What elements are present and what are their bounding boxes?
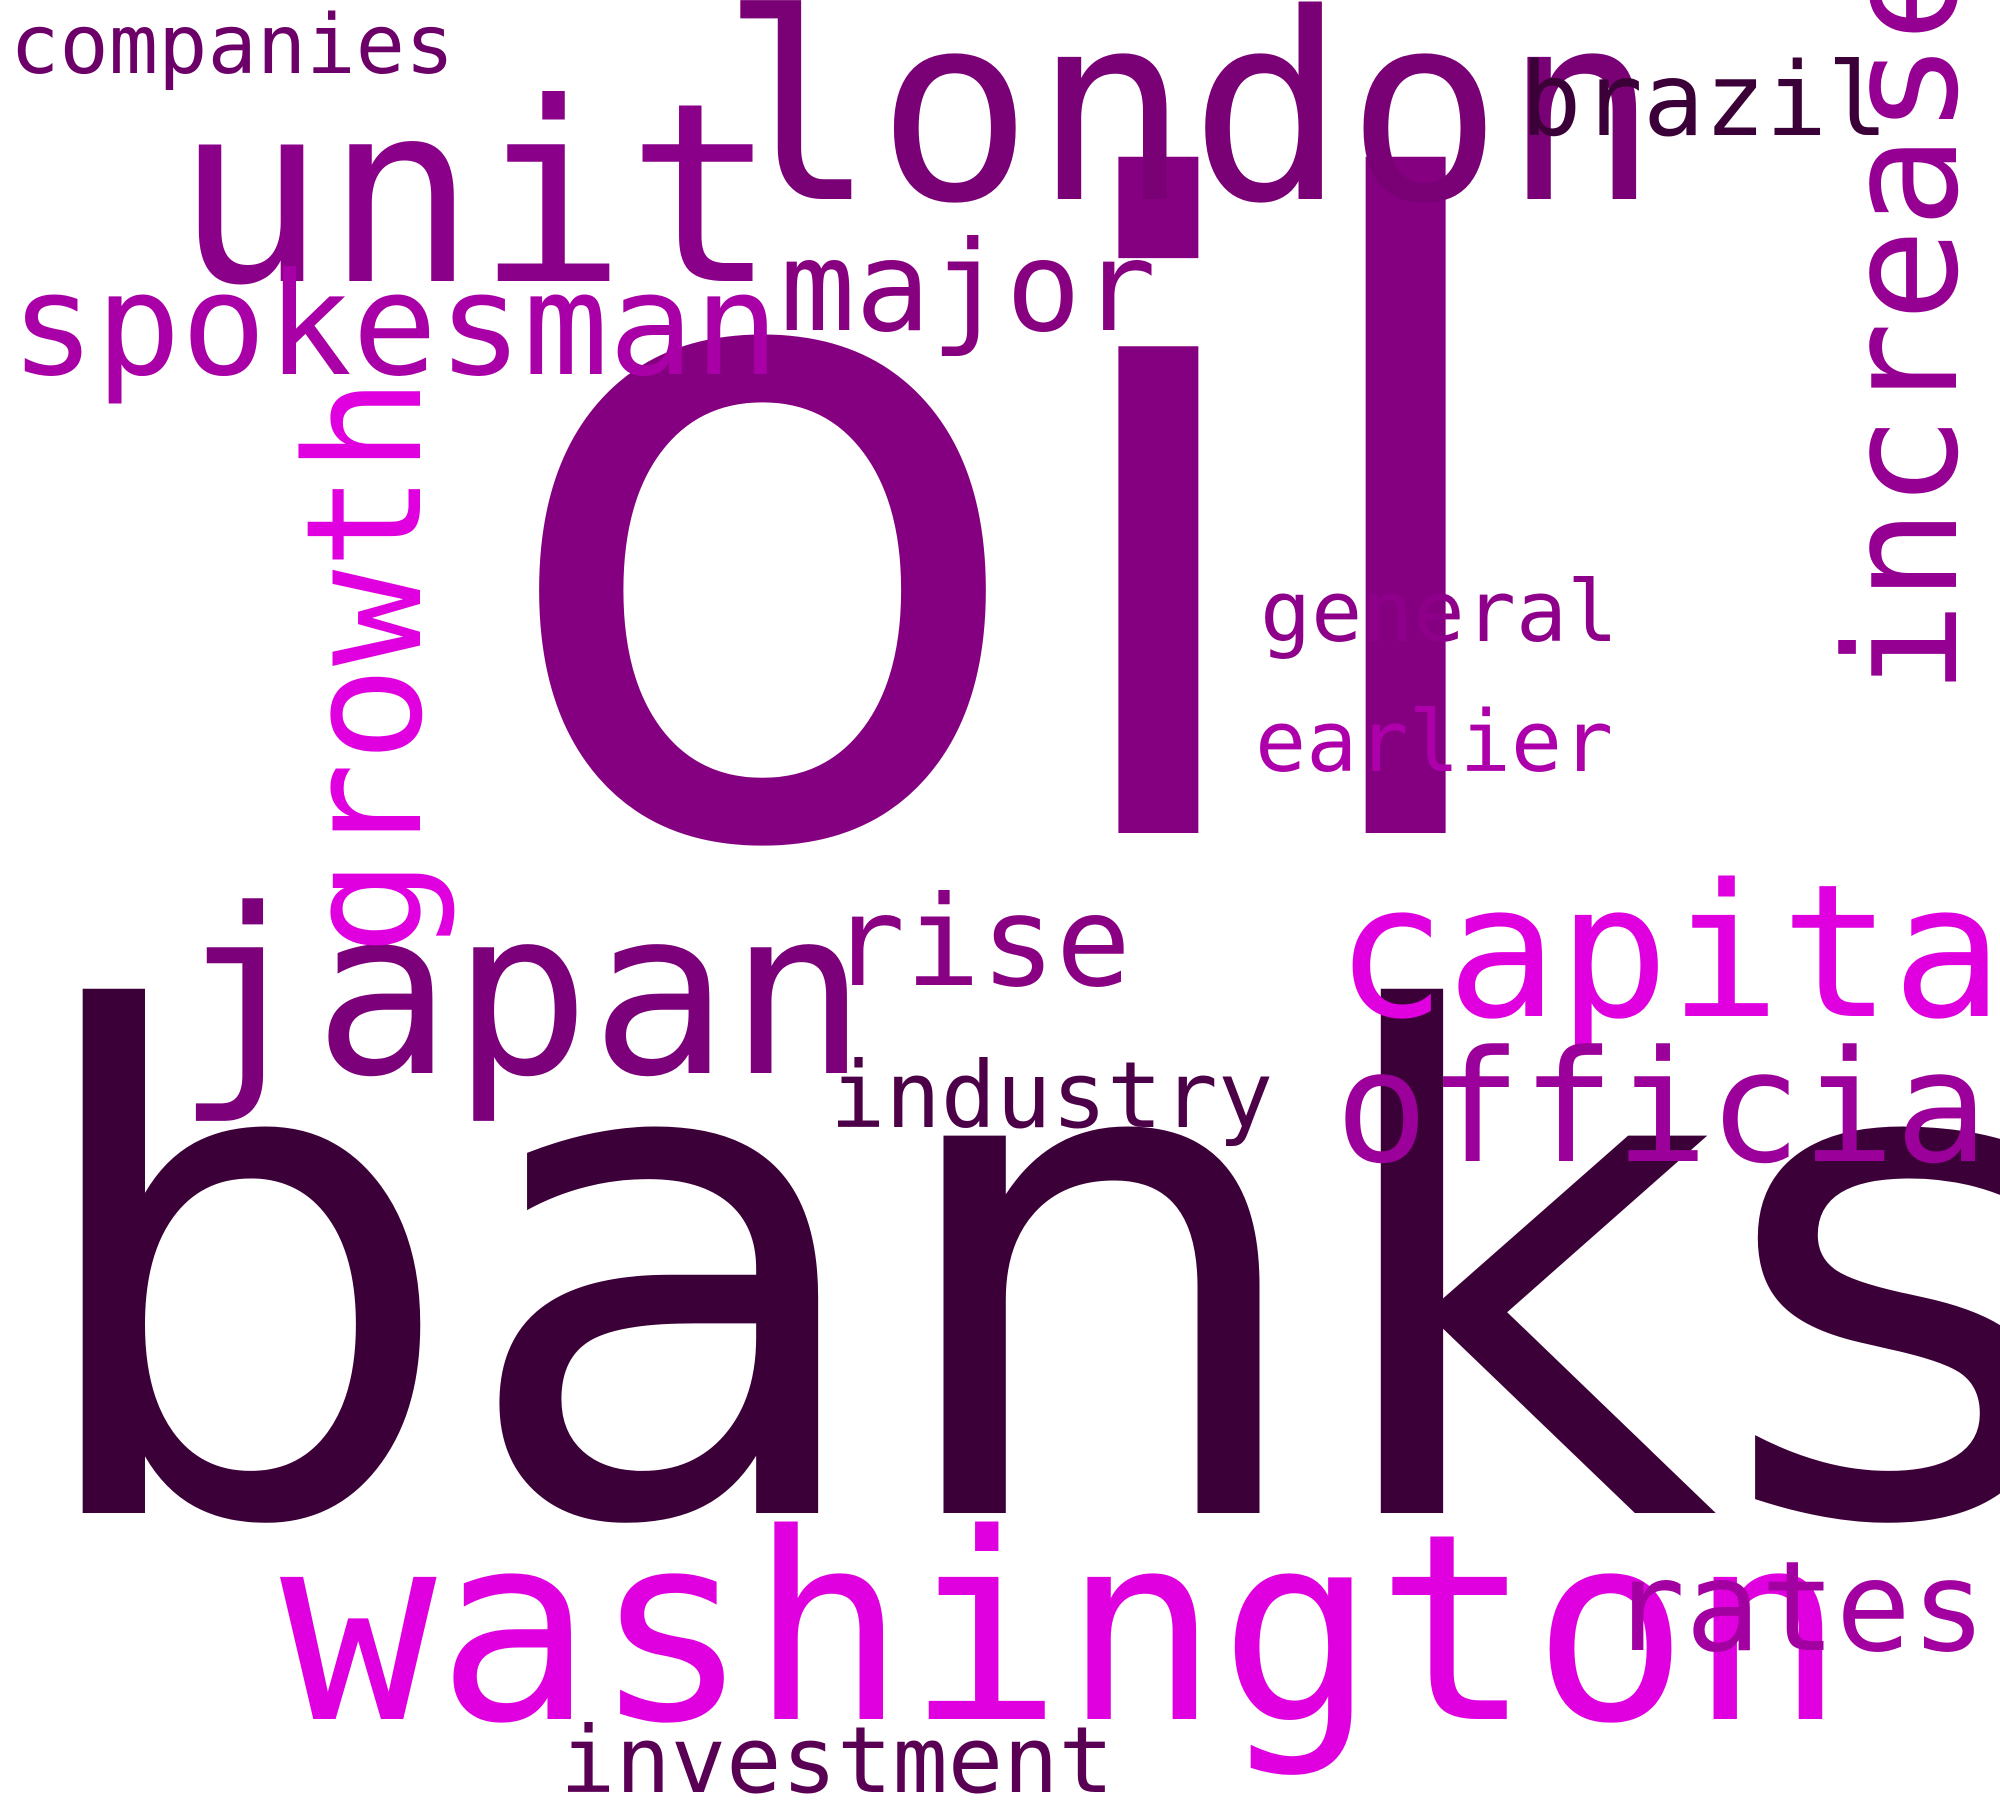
word-earlier: earlier (1255, 693, 1614, 792)
word-capital: capital (1335, 844, 2000, 1060)
word-general: general (1260, 563, 1619, 662)
word-spokesman: spokesman (10, 243, 780, 408)
word-london: london (720, 0, 1660, 261)
word-rates: rates (1610, 1535, 1987, 1680)
word-industry: industry (830, 1042, 1274, 1149)
word-investment: investment (560, 1707, 1114, 1800)
word-companies: companies (10, 0, 455, 93)
word-japan: japan (175, 861, 868, 1128)
word-rise: rise (830, 870, 1132, 1015)
word-growth: growth (271, 377, 458, 955)
word-banks: banks (20, 873, 2000, 1676)
word-oil: oil (490, 7, 1530, 1043)
word-major: major (780, 215, 1157, 360)
word-unit: unit (175, 49, 778, 340)
word-washington: washington (280, 1479, 1846, 1781)
word-officials: officials (1335, 1017, 2000, 1198)
word-brazil: brazil (1520, 41, 1889, 160)
